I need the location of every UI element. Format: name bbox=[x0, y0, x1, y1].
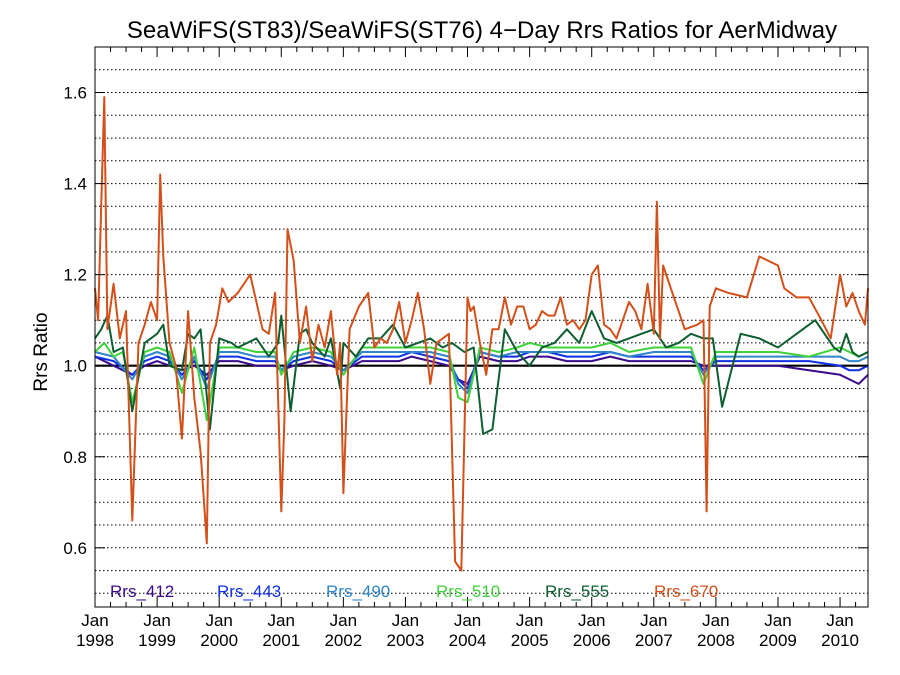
x-tick-label-month: Jan bbox=[516, 611, 543, 630]
x-tick-label-month: Jan bbox=[764, 611, 791, 630]
plot-frame bbox=[94, 46, 869, 608]
x-tick-label-month: Jan bbox=[205, 611, 232, 630]
x-axis-ticks: Jan1998Jan1999Jan2000Jan2001Jan2002Jan20… bbox=[76, 47, 859, 650]
y-axis-label: Rrs Ratio bbox=[31, 312, 52, 391]
x-tick-label-year: 1999 bbox=[138, 631, 176, 650]
legend-entry-rrs-412: Rrs_412 bbox=[110, 582, 174, 601]
legend-entry-rrs-670: Rrs_670 bbox=[654, 582, 718, 601]
series-line-rrs-510 bbox=[94, 341, 869, 422]
y-tick-label: 0.6 bbox=[63, 539, 87, 558]
y-tick-label: 1.2 bbox=[63, 266, 87, 285]
x-tick-label-year: 2007 bbox=[635, 631, 673, 650]
x-tick-label-month: Jan bbox=[392, 611, 419, 630]
x-tick-label-year: 2008 bbox=[697, 631, 735, 650]
x-tick-label-year: 2006 bbox=[573, 631, 611, 650]
chart-title: SeaWiFS(ST83)/SeaWiFS(ST76) 4−Day Rrs Ra… bbox=[127, 17, 837, 44]
y-axis-ticks: 0.6 0.8 1.0 1.2 1.4 1.6 bbox=[63, 84, 868, 558]
x-tick-label-year: 2000 bbox=[200, 631, 238, 650]
x-tick-label-year: 2009 bbox=[759, 631, 797, 650]
x-tick-label-month: Jan bbox=[578, 611, 605, 630]
y-tick-label: 0.8 bbox=[63, 448, 87, 467]
x-tick-label-month: Jan bbox=[268, 611, 295, 630]
legend-entry-rrs-443: Rrs_443 bbox=[217, 582, 281, 601]
y-tick-label: 1.6 bbox=[63, 84, 87, 103]
y-tick-label: 1.0 bbox=[63, 357, 87, 376]
x-tick-label-year: 2002 bbox=[324, 631, 362, 650]
x-tick-label-month: Jan bbox=[640, 611, 667, 630]
legend-entry-rrs-490: Rrs_490 bbox=[326, 582, 390, 601]
x-tick-label-year: 1998 bbox=[76, 631, 114, 650]
x-tick-label-month: Jan bbox=[454, 611, 481, 630]
gridlines bbox=[95, 46, 868, 594]
x-tick-label-year: 2001 bbox=[262, 631, 300, 650]
legend: Rrs_412 Rrs_443 Rrs_490 Rrs_510 Rrs_555 Rrs_6… bbox=[110, 582, 718, 601]
legend-entry-rrs-555: Rrs_555 bbox=[545, 582, 609, 601]
y-tick-label: 1.4 bbox=[63, 175, 87, 194]
x-tick-label-year: 2010 bbox=[821, 631, 859, 650]
x-tick-label-year: 2004 bbox=[449, 631, 487, 650]
x-tick-label-month: Jan bbox=[81, 611, 108, 630]
x-tick-label-month: Jan bbox=[702, 611, 729, 630]
x-tick-label-year: 2003 bbox=[387, 631, 425, 650]
series-lines bbox=[94, 96, 869, 572]
legend-entry-rrs-510: Rrs_510 bbox=[436, 582, 500, 601]
x-tick-label-month: Jan bbox=[826, 611, 853, 630]
x-tick-label-month: Jan bbox=[143, 611, 170, 630]
x-tick-label-year: 2005 bbox=[511, 631, 549, 650]
series-line-rrs-670 bbox=[94, 96, 869, 572]
x-tick-label-month: Jan bbox=[330, 611, 357, 630]
